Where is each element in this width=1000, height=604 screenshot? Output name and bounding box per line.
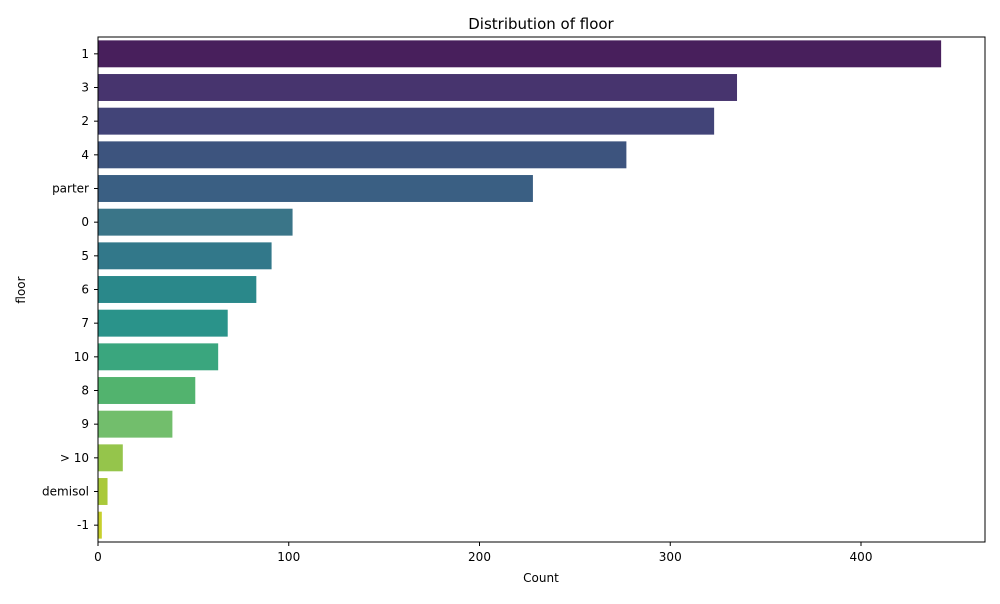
bar [98,377,196,404]
x-tick-label: 100 [277,550,300,564]
y-axis-ticks: 1 3 2 4 parter 0 5 6 7 10 8 9 > 10 demisol -1 [42,47,98,532]
bar [98,478,108,505]
bar [98,141,627,169]
y-tick-label: parter [52,182,89,196]
bar [98,208,293,236]
bar [98,511,102,539]
plot-frame [97,36,986,543]
y-tick-label: 7 [81,316,89,330]
bar [98,444,123,472]
y-tick-label: 5 [81,249,89,263]
bar [98,242,272,270]
bar [98,343,219,371]
chart-title: Distribution of floor [468,15,614,33]
y-tick-label: 9 [81,417,89,431]
bar [98,410,173,438]
bar [98,107,715,135]
x-axis-label: Count [523,571,559,585]
bar [98,74,738,101]
bar [98,175,533,202]
x-tick-label: 300 [659,550,682,564]
bar [98,40,942,68]
y-tick-label: 1 [81,47,89,61]
y-tick-label: -1 [77,518,89,532]
y-axis-label: floor [14,276,28,303]
y-tick-label: > 10 [60,451,89,465]
x-tick-label: 200 [468,550,491,564]
x-tick-label: 0 [94,550,102,564]
bar [98,276,257,303]
y-tick-label: 0 [81,215,89,229]
y-tick-label: 4 [81,148,89,162]
x-tick-label: 400 [850,550,873,564]
y-tick-label: 2 [81,114,89,128]
y-tick-label: demisol [42,485,89,499]
bar [98,309,228,337]
y-tick-label: 6 [81,283,89,297]
y-tick-label: 8 [81,384,89,398]
y-tick-label: 10 [74,350,89,364]
y-tick-label: 3 [81,81,89,95]
x-axis-ticks: 0 100 200 300 400 [94,542,872,564]
bars [98,40,942,539]
